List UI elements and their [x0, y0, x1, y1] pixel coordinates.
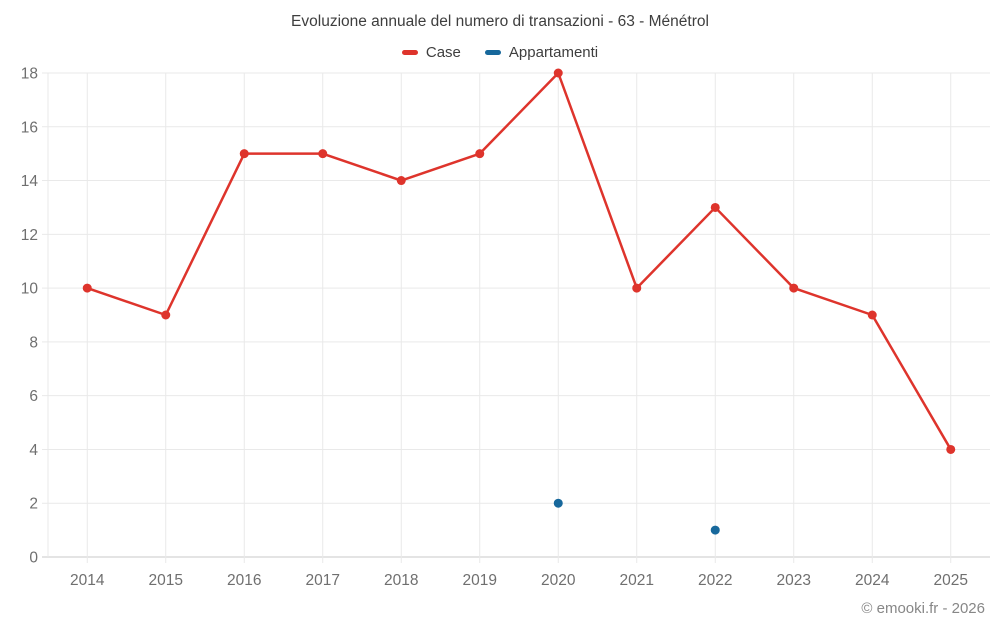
case-line — [86, 71, 952, 451]
x-tick-label: 2020 — [541, 572, 576, 589]
x-tick-label: 2014 — [70, 572, 105, 589]
case-point-2023[interactable] — [789, 283, 799, 293]
x-tick-label: 2025 — [934, 572, 968, 589]
legend: Case Appartamenti — [0, 44, 1000, 61]
y-tick-label: 12 — [21, 227, 38, 244]
chart-title: Evoluzione annuale del numero di transaz… — [291, 13, 709, 30]
case-point-2024[interactable] — [867, 310, 877, 320]
case-point-2020[interactable] — [553, 68, 563, 78]
y-tick-label: 14 — [21, 173, 39, 190]
legend-swatch-appartamenti-icon — [484, 50, 501, 55]
y-tick-label: 18 — [21, 66, 38, 83]
x-tick-label: 2016 — [227, 572, 261, 589]
legend-label-case: Case — [425, 44, 461, 61]
credit-text: © emooki.fr - 2026 — [861, 600, 985, 617]
x-tick-label: 2022 — [698, 572, 732, 589]
x-tick-label: 2017 — [306, 572, 340, 589]
y-tick-label: 4 — [29, 442, 38, 459]
appartamenti-point-2020[interactable] — [553, 498, 563, 508]
y-tick-label: 8 — [29, 334, 38, 351]
x-tick-label: 2015 — [149, 572, 183, 589]
case-point-2017[interactable] — [318, 149, 328, 159]
legend-label-appartamenti: Appartamenti — [508, 44, 599, 61]
x-tick-label: 2018 — [384, 572, 418, 589]
y-tick-label: 10 — [21, 281, 39, 298]
case-point-2018[interactable] — [396, 176, 406, 186]
y-tick-label: 0 — [29, 550, 38, 567]
case-point-2021[interactable] — [632, 283, 642, 293]
y-tick-label: 6 — [29, 388, 38, 405]
y-tick-label: 2 — [29, 496, 38, 513]
legend-item-appartamenti[interactable]: Appartamenti — [484, 44, 599, 61]
legend-swatch-case-icon — [401, 50, 418, 55]
case-point-2015[interactable] — [161, 310, 171, 320]
case-point-2014[interactable] — [82, 283, 92, 293]
case-point-2019[interactable] — [475, 149, 485, 159]
legend-item-case[interactable]: Case — [401, 44, 461, 61]
x-tick-label: 2024 — [855, 572, 890, 589]
x-tick-label: 2019 — [463, 572, 497, 589]
case-point-2016[interactable] — [239, 149, 249, 159]
case-point-2025[interactable] — [946, 444, 956, 454]
case-point-2022[interactable] — [710, 202, 720, 212]
x-tick-label: 2023 — [777, 572, 811, 589]
x-tick-label: 2021 — [620, 572, 654, 589]
appartamenti-point-2022[interactable] — [710, 525, 720, 535]
y-tick-label: 16 — [21, 119, 38, 136]
